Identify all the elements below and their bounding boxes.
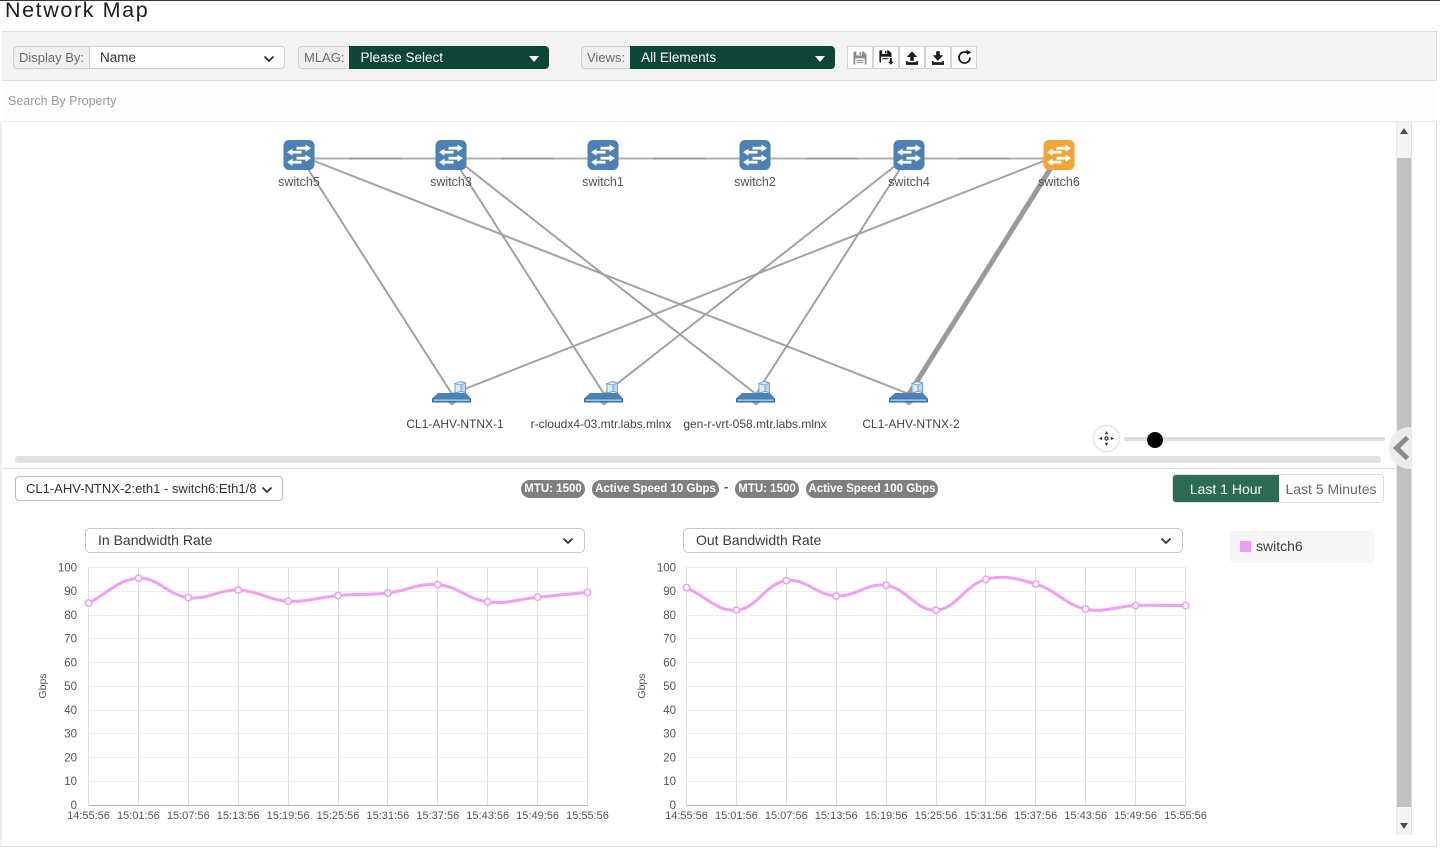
svg-text:30: 30 bbox=[663, 729, 676, 741]
svg-text:15:37:56: 15:37:56 bbox=[1014, 810, 1057, 822]
svg-text:90: 90 bbox=[663, 586, 676, 598]
svg-text:70: 70 bbox=[663, 634, 676, 646]
svg-text:switch6: switch6 bbox=[1038, 175, 1080, 189]
svg-text:14:55:56: 14:55:56 bbox=[665, 810, 708, 822]
svg-text:15:43:56: 15:43:56 bbox=[466, 810, 509, 822]
svg-text:50: 50 bbox=[663, 681, 676, 693]
svg-text:60: 60 bbox=[663, 657, 676, 669]
svg-text:70: 70 bbox=[64, 634, 77, 646]
svg-text:15:01:56: 15:01:56 bbox=[117, 810, 160, 822]
svg-text:switch3: switch3 bbox=[430, 175, 472, 189]
svg-text:10: 10 bbox=[64, 776, 77, 788]
svg-text:15:31:56: 15:31:56 bbox=[964, 810, 1007, 822]
svg-text:60: 60 bbox=[64, 657, 77, 669]
svg-text:15:19:56: 15:19:56 bbox=[267, 810, 310, 822]
svg-text:100: 100 bbox=[657, 562, 676, 574]
svg-text:50: 50 bbox=[64, 681, 77, 693]
svg-text:15:55:56: 15:55:56 bbox=[566, 810, 609, 822]
svg-text:15:55:56: 15:55:56 bbox=[1164, 810, 1207, 822]
svg-text:switch1: switch1 bbox=[582, 175, 624, 189]
svg-text:80: 80 bbox=[64, 610, 77, 622]
svg-text:gen-r-vrt-058.mtr.labs.mlnx: gen-r-vrt-058.mtr.labs.mlnx bbox=[683, 417, 826, 431]
svg-text:15:43:56: 15:43:56 bbox=[1064, 810, 1107, 822]
svg-text:Gbps: Gbps bbox=[37, 673, 49, 698]
svg-text:15:01:56: 15:01:56 bbox=[715, 810, 758, 822]
svg-text:Gbps: Gbps bbox=[636, 673, 648, 698]
svg-text:100: 100 bbox=[58, 562, 77, 574]
svg-text:40: 40 bbox=[663, 705, 676, 717]
svg-text:10: 10 bbox=[663, 776, 676, 788]
svg-text:r-cloudx4-03.mtr.labs.mlnx: r-cloudx4-03.mtr.labs.mlnx bbox=[531, 417, 672, 431]
svg-text:15:25:56: 15:25:56 bbox=[915, 810, 958, 822]
svg-text:15:49:56: 15:49:56 bbox=[516, 810, 559, 822]
svg-text:15:13:56: 15:13:56 bbox=[217, 810, 260, 822]
svg-text:switch5: switch5 bbox=[278, 175, 320, 189]
svg-text:CL1-AHV-NTNX-2: CL1-AHV-NTNX-2 bbox=[862, 417, 960, 431]
svg-text:switch4: switch4 bbox=[888, 175, 930, 189]
svg-text:0: 0 bbox=[71, 800, 77, 812]
svg-text:80: 80 bbox=[663, 610, 676, 622]
svg-text:40: 40 bbox=[64, 705, 77, 717]
svg-text:90: 90 bbox=[64, 586, 77, 598]
svg-text:15:19:56: 15:19:56 bbox=[865, 810, 908, 822]
svg-text:30: 30 bbox=[64, 729, 77, 741]
svg-text:20: 20 bbox=[663, 752, 676, 764]
svg-text:14:55:56: 14:55:56 bbox=[67, 810, 110, 822]
svg-text:15:07:56: 15:07:56 bbox=[167, 810, 210, 822]
svg-text:15:13:56: 15:13:56 bbox=[815, 810, 858, 822]
svg-text:15:49:56: 15:49:56 bbox=[1114, 810, 1157, 822]
svg-text:15:31:56: 15:31:56 bbox=[366, 810, 409, 822]
svg-text:switch2: switch2 bbox=[734, 175, 776, 189]
svg-text:15:25:56: 15:25:56 bbox=[317, 810, 360, 822]
svg-text:20: 20 bbox=[64, 752, 77, 764]
svg-text:15:07:56: 15:07:56 bbox=[765, 810, 808, 822]
svg-text:15:37:56: 15:37:56 bbox=[416, 810, 459, 822]
svg-text:CL1-AHV-NTNX-1: CL1-AHV-NTNX-1 bbox=[406, 417, 504, 431]
svg-text:0: 0 bbox=[670, 800, 676, 812]
